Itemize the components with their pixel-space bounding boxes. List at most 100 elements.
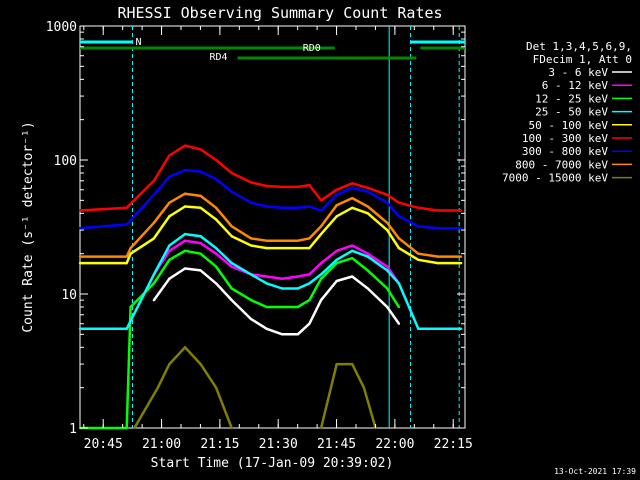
y-axis: 1 10 100 1000 [46,20,465,437]
data-point [366,212,369,215]
data-point [152,193,156,196]
data-point [308,246,311,250]
data-point [281,239,284,242]
data-point [308,282,311,285]
data-point [366,252,369,255]
x-axis-label: Start Time (17-Jan-09 20:39:02) [151,456,394,471]
legend: Det 1,3,4,5,6,9,FDecim 1, Att 03 - 6 keV… [502,40,632,185]
chart-title: RHESSI Observing Summary Count Rates [117,4,442,22]
data-point [152,179,156,182]
data-point [281,185,284,189]
data-point [265,282,268,285]
data-point [199,241,202,245]
data-point [249,244,253,247]
x-tick-label: 21:45 [317,437,356,452]
data-point [319,209,323,212]
data-point [366,186,369,190]
data-point [125,426,128,430]
data-point [199,234,202,238]
data-point [265,246,268,250]
data-point [335,261,338,265]
series-line [79,168,462,230]
data-point [230,298,233,302]
data-point [362,386,366,389]
data-point [296,275,299,278]
data-point [152,273,156,276]
data-point [296,239,299,242]
data-point [335,215,338,218]
data-point [230,171,233,175]
data-point [168,244,171,247]
data-point [335,279,338,283]
annotation-label: N [136,37,142,48]
data-point [183,346,187,349]
y-tick-label: 1 [69,422,77,437]
data-point [366,255,369,258]
data-point [459,327,463,330]
data-point [214,246,218,250]
data-point [436,255,439,258]
data-point [366,269,369,272]
data-point [417,206,420,209]
data-point [156,386,159,389]
data-point [230,261,233,265]
data-point [183,232,187,236]
data-point [249,273,253,276]
data-point [308,273,311,276]
legend-label: 800 - 7000 keV [515,158,608,171]
data-point [125,327,128,330]
legend-header: FDecim 1, Att 0 [533,53,632,66]
y-axis-label: Count Rate (s⁻¹ detector⁻¹) [21,121,36,332]
data-point [133,426,136,430]
data-point [281,277,284,280]
series-group [78,144,463,430]
data-point [319,232,323,236]
data-point [335,193,338,196]
data-point [308,237,311,240]
data-point [168,277,171,280]
data-point [265,305,268,309]
series-line [80,249,400,430]
x-tick-label: 22:15 [434,437,473,452]
data-point [125,223,128,226]
y-tick-label: 1000 [46,20,77,35]
data-point [296,333,299,336]
data-point [319,273,323,276]
data-point [214,218,218,221]
data-point [199,362,202,366]
data-point [78,327,82,330]
x-tick-label: 21:00 [142,437,181,452]
data-point [214,265,218,268]
data-point [351,206,354,209]
data-point [230,287,233,290]
legend-label: 7000 - 15000 keV [502,172,608,185]
data-point [351,196,354,200]
data-point [351,275,354,278]
data-point [308,183,311,187]
data-point [459,255,463,258]
data-point [230,234,233,238]
data-point [397,322,401,325]
data-point [459,261,463,265]
data-point [183,267,187,270]
data-point [351,256,354,260]
data-point [199,206,202,209]
data-point [214,386,218,389]
footer-timestamp: 13-Oct-2021 17:39 [554,467,636,476]
data-point [199,194,202,198]
data-point [351,249,354,253]
data-point [168,201,171,204]
data-point [214,252,218,255]
y-tick-label: 100 [54,154,77,169]
data-point [281,246,284,250]
data-point [168,154,171,157]
data-point [265,239,268,242]
annotation-bars: N RD0 RD4 [80,37,465,63]
data-point [319,199,323,202]
data-point [152,221,156,224]
data-point [397,305,401,309]
y-tick-label: 10 [61,288,77,303]
data-point [230,426,233,430]
data-point [386,287,389,290]
